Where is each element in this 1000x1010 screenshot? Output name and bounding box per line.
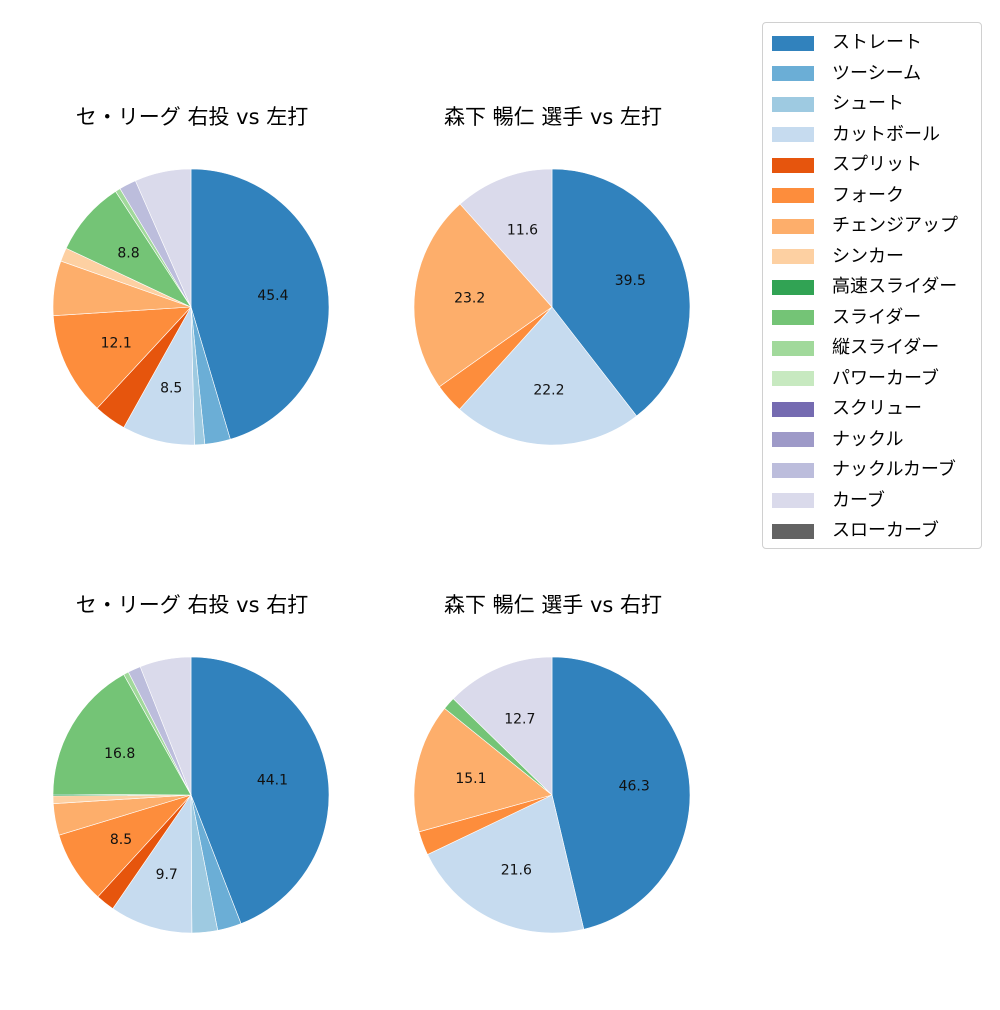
legend-item: 縦スライダー bbox=[772, 337, 939, 359]
pie-slice bbox=[52, 306, 192, 409]
legend-swatch bbox=[772, 279, 814, 295]
chart-title: セ・リーグ 右投 vs 左打 bbox=[75, 105, 309, 129]
slice-value-label: 12.7 bbox=[504, 712, 535, 728]
pie-slice bbox=[413, 707, 553, 833]
pie-slice bbox=[135, 168, 192, 308]
pie-chart: 46.3 21.6 15.1 12.7 bbox=[413, 656, 691, 934]
legend-item: シュート bbox=[772, 93, 904, 115]
legend-swatch bbox=[772, 310, 814, 325]
pie-panel-league-vs-right: セ・リーグ 右投 vs 右打 44.1 9.7 8.5 16.8 bbox=[22, 590, 362, 1010]
legend-swatch bbox=[772, 66, 814, 81]
legend-label: ナックル bbox=[832, 428, 904, 450]
pie-slice bbox=[190, 656, 330, 925]
legend-label: 高速スライダー bbox=[832, 276, 958, 297]
legend-label: チェンジアップ bbox=[832, 215, 958, 236]
legend-swatch bbox=[772, 35, 814, 51]
legend-label: スローカーブ bbox=[832, 520, 939, 541]
legend-label: ナックルカーブ bbox=[832, 459, 956, 480]
pie-slice bbox=[52, 674, 192, 796]
legend-item: パワーカーブ bbox=[772, 368, 939, 390]
chart-title: 森下 暢仁 選手 vs 右打 bbox=[443, 593, 663, 617]
legend: ストレートツーシームシュートカットボール スプリットフォークチェンジアップ シンカー… bbox=[762, 22, 982, 549]
legend-swatch bbox=[772, 340, 814, 356]
legend-item: フォーク bbox=[772, 185, 904, 207]
legend-item: カーブ bbox=[772, 490, 885, 512]
legend-label: パワーカーブ bbox=[832, 367, 939, 389]
legend-item: 高速スライダー bbox=[772, 276, 957, 298]
slice-value-label: 45.4 bbox=[257, 288, 288, 304]
pie-slice bbox=[139, 656, 192, 796]
slice-value-label: 12.1 bbox=[101, 336, 132, 352]
pie-slice bbox=[112, 794, 193, 934]
legend-swatch bbox=[772, 188, 814, 203]
slice-value-label: 21.6 bbox=[501, 863, 532, 879]
legend-swatch bbox=[772, 157, 814, 173]
chart-title: 森下 暢仁 選手 vs 左打 bbox=[443, 105, 663, 129]
legend-swatch bbox=[772, 493, 814, 508]
slice-value-label: 44.1 bbox=[257, 773, 288, 789]
legend-swatch bbox=[772, 249, 814, 264]
pie-slice bbox=[413, 203, 553, 388]
slice-value-label: 8.5 bbox=[160, 380, 182, 396]
legend-label: スライダー bbox=[832, 306, 922, 328]
pie-slice bbox=[452, 656, 553, 796]
pie-panel-morishita-vs-left: 森下 暢仁 選手 vs 左打 39.5 22.2 23.2 11.6 bbox=[383, 102, 723, 522]
legend-item: スプリット bbox=[772, 154, 922, 176]
pie-slice bbox=[459, 306, 638, 446]
pie-slice bbox=[551, 656, 691, 930]
legend-swatch bbox=[772, 523, 814, 539]
legend-label: 縦スライダー bbox=[832, 337, 940, 358]
legend-item: ナックルカーブ bbox=[772, 459, 956, 481]
legend-item: スライダー bbox=[772, 307, 921, 329]
pie-chart: 45.4 8.5 12.1 8.8 bbox=[52, 168, 330, 446]
legend-item: チェンジアップ bbox=[772, 215, 958, 237]
legend-swatch bbox=[772, 401, 814, 417]
legend-item: ストレート bbox=[772, 32, 922, 54]
chart-title: セ・リーグ 右投 vs 右打 bbox=[75, 593, 309, 617]
legend-label: ツーシーム bbox=[832, 62, 922, 84]
pie-slice bbox=[551, 168, 691, 417]
legend-swatch bbox=[772, 432, 814, 447]
slice-value-label: 9.7 bbox=[156, 867, 178, 883]
slice-value-label: 8.5 bbox=[110, 832, 132, 848]
legend-item: ツーシーム bbox=[772, 63, 921, 85]
legend-swatch bbox=[772, 371, 814, 386]
pie-chart: 44.1 9.7 8.5 16.8 bbox=[52, 656, 330, 934]
slice-value-label: 46.3 bbox=[619, 778, 650, 794]
pie-chart: 39.5 22.2 23.2 11.6 bbox=[413, 168, 691, 446]
slice-value-label: 8.8 bbox=[117, 246, 139, 262]
legend-swatch bbox=[772, 96, 814, 112]
pie-panel-league-vs-left: セ・リーグ 右投 vs 左打 45.4 8.5 12.1 8.8 bbox=[22, 102, 362, 522]
legend-label: スクリュー bbox=[832, 398, 922, 419]
legend-item: シンカー bbox=[772, 246, 904, 268]
legend-swatch bbox=[772, 218, 814, 234]
pie-slice bbox=[459, 168, 553, 308]
legend-label: シュート bbox=[832, 93, 904, 114]
slice-value-label: 39.5 bbox=[615, 273, 646, 289]
legend-label: ストレート bbox=[832, 32, 922, 53]
legend-item: スクリュー bbox=[772, 398, 922, 420]
pie-panel-morishita-vs-right: 森下 暢仁 選手 vs 右打 46.3 21.6 15.1 12.7 bbox=[383, 590, 723, 1010]
slice-value-label: 23.2 bbox=[454, 291, 485, 307]
slice-value-label: 15.1 bbox=[455, 771, 486, 787]
legend-item: ナックル bbox=[772, 429, 903, 451]
legend-swatch bbox=[772, 127, 814, 142]
legend-label: スプリット bbox=[832, 154, 922, 175]
slice-value-label: 11.6 bbox=[507, 223, 538, 239]
legend-label: シンカー bbox=[832, 245, 904, 267]
legend-item: カットボール bbox=[772, 124, 940, 146]
pie-slice bbox=[190, 168, 330, 440]
legend-label: カーブ bbox=[832, 489, 885, 511]
slice-value-label: 22.2 bbox=[533, 383, 564, 399]
legend-item: スローカーブ bbox=[772, 520, 939, 542]
legend-swatch bbox=[772, 462, 814, 478]
legend-label: フォーク bbox=[832, 184, 904, 206]
legend-label: カットボール bbox=[832, 123, 940, 145]
slice-value-label: 16.8 bbox=[104, 746, 135, 762]
pie-slice bbox=[427, 794, 585, 934]
